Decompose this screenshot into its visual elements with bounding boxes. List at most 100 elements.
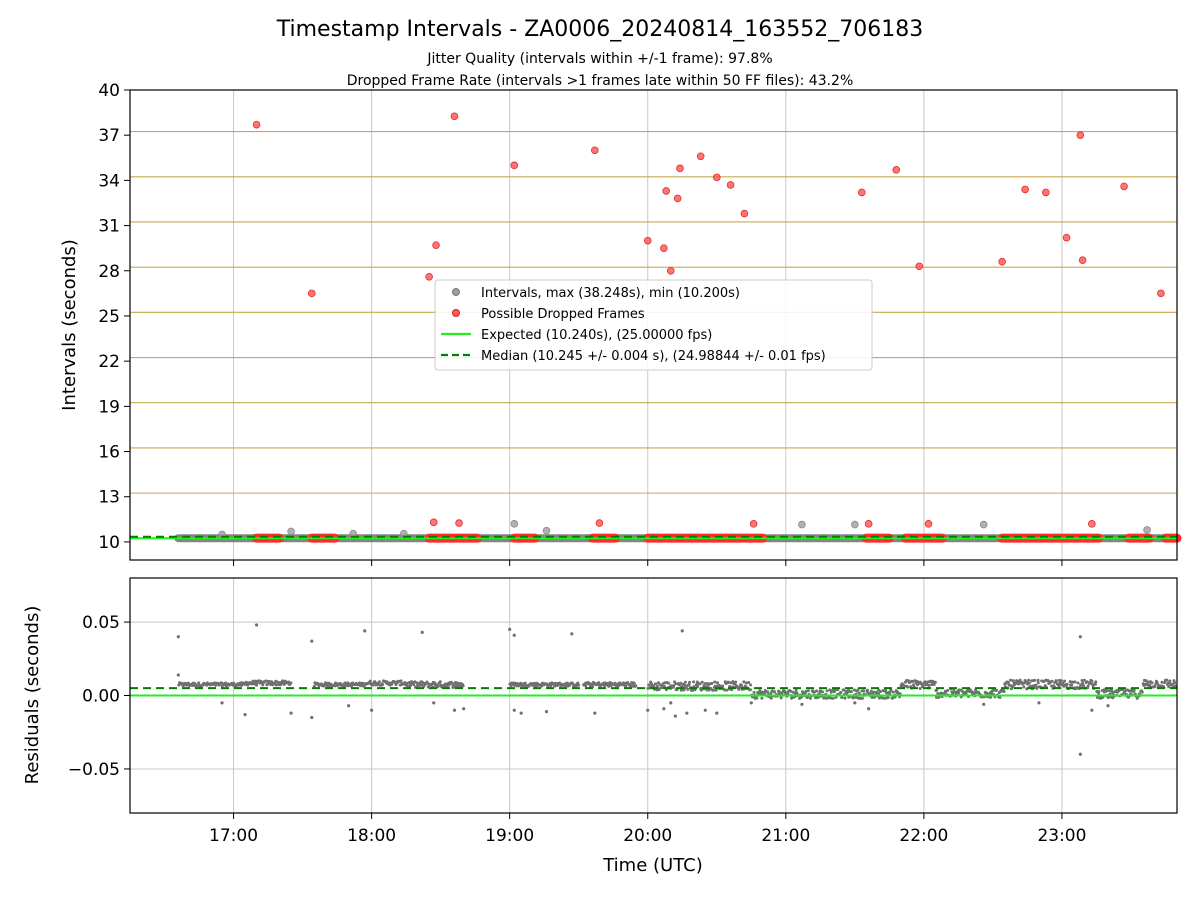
residual-run-7-point-75 — [700, 680, 704, 684]
residual-run-8-point-110 — [829, 696, 833, 700]
residual-run-7-point-110 — [725, 688, 729, 692]
residual-run-12-point-52 — [1132, 688, 1136, 692]
residual-run-7-point-38 — [674, 682, 678, 686]
top-ytick-label-7: 31 — [98, 217, 120, 237]
bottom-reference-lines — [130, 687, 1177, 697]
residual-outlier-17 — [512, 708, 516, 712]
residual-run-4-point-79 — [461, 684, 465, 688]
residual-run-9-point-39 — [927, 683, 931, 687]
residual-run-8-point-148 — [856, 688, 860, 692]
top-ytick-label-3: 19 — [98, 397, 120, 417]
residual-run-4-point-47 — [438, 680, 442, 684]
residual-run-8-point-41 — [779, 696, 783, 700]
residual-outlier-35 — [1037, 701, 1041, 705]
residual-run-9-point-26 — [918, 686, 922, 690]
residual-run-4-point-72 — [456, 681, 460, 685]
residual-run-7-point-11 — [654, 682, 658, 686]
residual-run-11-point-45 — [1035, 686, 1039, 690]
residual-run-7-point-72 — [698, 682, 702, 686]
residual-run-12-point-14 — [1105, 688, 1109, 692]
dropped-point-26 — [998, 257, 1006, 266]
residual-run-11-point-126 — [1093, 682, 1097, 686]
residual-run-11-point-72 — [1054, 680, 1058, 684]
interval-point-4 — [510, 520, 519, 528]
dropped-point-2 — [425, 272, 433, 281]
residual-outlier-32 — [853, 701, 857, 705]
dropped-point-30 — [1076, 131, 1085, 139]
residual-outlier-10 — [370, 708, 374, 712]
bottom-y-axis: 0.05 0.00 −0.05 — [68, 613, 130, 780]
residual-run-8-point-124 — [839, 691, 843, 695]
legend-item-expected: Expected (10.240s), (25.00000 fps) — [441, 328, 712, 343]
dropped-point-4 — [432, 241, 440, 249]
residual-run-1-point-63 — [289, 681, 293, 685]
residual-run-7-point-140 — [747, 681, 751, 685]
residual-run-11-point-46 — [1036, 678, 1040, 682]
top-y-axis: 10 13 16 19 22 25 28 31 34 37 40 — [98, 81, 130, 553]
dropped-point-8 — [591, 146, 599, 155]
residual-run-12-point-0 — [1095, 689, 1099, 693]
dropped-point-6 — [455, 519, 463, 527]
residual-run-8-point-79 — [806, 689, 810, 693]
residual-run-8-point-176 — [877, 692, 881, 696]
residual-run-8-point-139 — [849, 689, 853, 693]
x-tick-label-3: 20:00 — [623, 826, 672, 846]
residual-run-11-point-98 — [1073, 680, 1077, 684]
residual-run-13-point-7 — [1146, 680, 1150, 684]
residual-run-8-point-62 — [794, 688, 798, 692]
top-ytick-label-8: 34 — [98, 171, 120, 191]
residual-run-8-point-166 — [869, 689, 873, 693]
residual-run-10-point-71 — [985, 691, 989, 695]
residual-outlier-21 — [593, 711, 597, 715]
residual-run-8-point-22 — [766, 690, 770, 694]
residual-run-8-point-91 — [815, 689, 819, 693]
residual-run-8-point-46 — [783, 690, 787, 694]
residual-outlier-8 — [347, 704, 351, 708]
residual-run-7-point-106 — [723, 688, 727, 692]
residual-run-11-point-93 — [1070, 683, 1074, 687]
residual-outlier-19 — [544, 710, 549, 714]
residual-run-13-point-13 — [1150, 681, 1154, 685]
residual-run-8-point-141 — [851, 696, 855, 700]
residual-outlier-23 — [662, 707, 666, 711]
residual-run-8-point-76 — [804, 689, 808, 693]
residual-outlier-20 — [570, 632, 574, 636]
residual-run-5-point-21 — [523, 681, 527, 685]
residual-run-9-point-47 — [933, 680, 937, 684]
residual-run-7-point-118 — [731, 680, 735, 684]
top-reference-lines — [130, 535, 1177, 540]
residual-run-8-point-156 — [862, 689, 866, 693]
residual-run-10-point-1 — [934, 695, 938, 699]
residual-outlier-2 — [220, 701, 224, 705]
residual-run-9-point-31 — [921, 684, 925, 688]
dropped-point-10 — [643, 236, 652, 245]
residual-run-7-point-1 — [647, 683, 651, 687]
residual-run-3-point-20 — [377, 680, 381, 684]
residual-run-7-point-46 — [679, 688, 683, 692]
residual-run-7-point-137 — [744, 681, 748, 685]
residual-run-11-point-91 — [1068, 680, 1072, 684]
residual-run-10-point-95 — [1002, 689, 1006, 693]
interval-point-6 — [798, 520, 806, 529]
residual-run-1-point-16 — [255, 682, 259, 686]
residual-points — [176, 623, 1177, 756]
residual-run-10-point-17 — [946, 689, 950, 693]
residual-run-13-point-44 — [1173, 681, 1177, 685]
dropped-point-29 — [1062, 233, 1071, 242]
residual-run-0-point-22 — [192, 681, 196, 685]
residual-run-11-point-79 — [1059, 679, 1063, 683]
residual-run-11-point-26 — [1022, 685, 1026, 689]
residual-run-4-point-6 — [408, 684, 412, 688]
residual-run-11-point-81 — [1061, 681, 1065, 685]
residual-run-8-point-82 — [808, 696, 812, 700]
residual-run-5-point-57 — [549, 684, 553, 688]
legend-label-intervals: Intervals, max (38.248s), min (10.200s) — [481, 286, 740, 301]
legend-item-median: Median (10.245 +/- 0.004 s), (24.98844 +… — [441, 349, 826, 364]
residual-run-11-point-87 — [1065, 682, 1069, 686]
bottom-ytick-label-2: −0.05 — [68, 760, 120, 780]
bottom-y-axis-label: Residuals (seconds) — [22, 606, 43, 785]
dropped-point-34 — [1157, 289, 1165, 298]
dropped-point-9 — [595, 519, 604, 527]
dropped-point-31 — [1078, 256, 1087, 265]
residual-outlier-31 — [800, 702, 804, 706]
